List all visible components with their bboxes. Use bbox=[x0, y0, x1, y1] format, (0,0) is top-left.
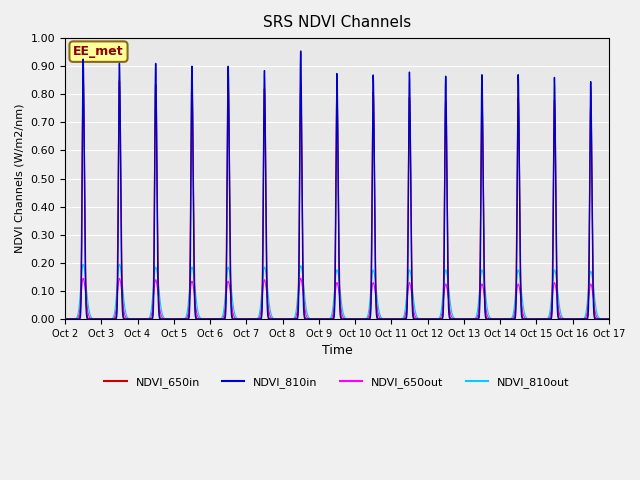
Legend: NDVI_650in, NDVI_810in, NDVI_650out, NDVI_810out: NDVI_650in, NDVI_810in, NDVI_650out, NDV… bbox=[100, 372, 574, 392]
Y-axis label: NDVI Channels (W/m2/nm): NDVI Channels (W/m2/nm) bbox=[15, 104, 25, 253]
X-axis label: Time: Time bbox=[321, 344, 352, 357]
Text: EE_met: EE_met bbox=[73, 45, 124, 58]
Title: SRS NDVI Channels: SRS NDVI Channels bbox=[263, 15, 411, 30]
